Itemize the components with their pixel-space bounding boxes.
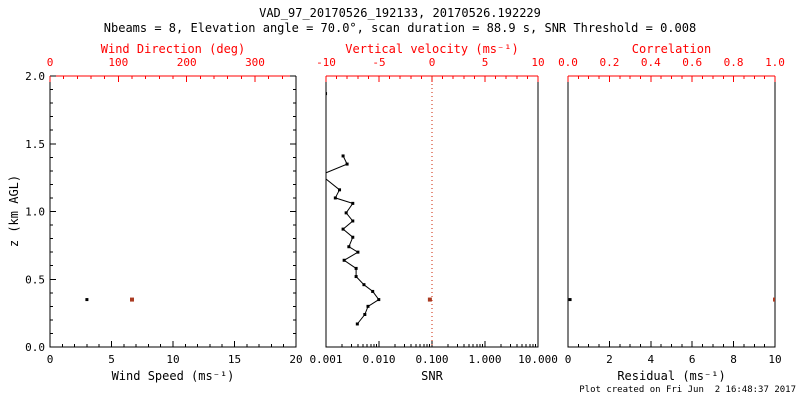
snr-isolated-point-marker [326, 92, 328, 96]
snr-profile-marker [351, 201, 355, 205]
snr-profile-marker [362, 283, 366, 287]
x-tick-label: 0.100 [415, 353, 448, 366]
snr-panel: 0.001 0.010 0.100 1.000 10.000 SNR -10 -5 0 5 10 Ve… [309, 42, 557, 383]
x-tick-label: 4 [647, 353, 654, 366]
vertical-velocity-marker [427, 297, 432, 302]
bottom-axis-title: Residual (ms⁻¹) [617, 369, 725, 383]
snr-profile-marker [344, 211, 348, 215]
bottom-axis: 0 5 10 15 20 Wind Speed (ms⁻¹) [47, 341, 303, 383]
top-tick-label: 0.2 [599, 56, 619, 69]
top-tick-label: 0 [429, 56, 436, 69]
x-tick-label: 15 [228, 353, 241, 366]
axis-box [49, 76, 297, 348]
snr-profile-marker [354, 275, 358, 279]
x-tick-label: 6 [689, 353, 696, 366]
x-tick-label: 0 [47, 353, 54, 366]
correlation-marker [773, 297, 775, 302]
snr-profile-marker [351, 219, 355, 223]
top-axis: -10 -5 0 5 10 Vertical velocity (ms⁻¹) [316, 42, 545, 82]
top-tick-label: 0.6 [682, 56, 702, 69]
top-tick-label: 0 [47, 56, 54, 69]
top-tick-label: 0.4 [641, 56, 661, 69]
y-axis-ticks: 0.0 0.5 1.0 1.5 2.0 [25, 70, 296, 354]
residual-marker [568, 298, 572, 302]
residual-panel: 0 2 4 6 8 10 Residual (ms⁻¹) 0.0 0.2 0.4 0.6 0.8 1.0… [558, 42, 785, 383]
x-tick-label: 0.001 [309, 353, 342, 366]
snr-profile-marker [351, 235, 355, 239]
x-tick-label: 10 [768, 353, 781, 366]
snr-profile-marker [342, 258, 346, 262]
top-axis: 0.0 0.2 0.4 0.6 0.8 1.0 Correlation [558, 42, 785, 82]
snr-profile-marker [354, 266, 358, 270]
snr-profile-marker [366, 304, 370, 308]
x-tick-label: 1.000 [468, 353, 501, 366]
x-tick-label: 10 [166, 353, 179, 366]
y-tick-label: 2.0 [25, 70, 45, 83]
residual-series [568, 298, 572, 302]
top-tick-label: 200 [177, 56, 197, 69]
x-tick-label: 5 [108, 353, 115, 366]
bottom-axis-title: Wind Speed (ms⁻¹) [112, 369, 235, 383]
snr-profile-marker [371, 289, 375, 293]
x-tick-label: 2 [606, 353, 613, 366]
wind-speed-series [85, 298, 89, 302]
wind-direction-marker [130, 297, 134, 302]
top-tick-label: -10 [316, 56, 336, 69]
top-axis-title: Vertical velocity (ms⁻¹) [345, 42, 518, 56]
snr-profile-marker [345, 162, 349, 166]
snr-profile-marker [333, 196, 337, 200]
snr-profile-marker [347, 245, 351, 249]
top-tick-label: 0.8 [724, 56, 744, 69]
snr-profile-series [319, 154, 381, 326]
plot-title: VAD_97_20170526_192133, 20170526.192229 [259, 6, 541, 20]
y-tick-label: 1.5 [25, 138, 45, 151]
y-tick-label: 0.5 [25, 273, 45, 286]
snr-profile-marker [363, 312, 367, 316]
bottom-axis-title: SNR [421, 369, 443, 383]
y-tick-label: 1.0 [25, 206, 45, 219]
snr-profile-marker [341, 154, 345, 158]
wind-direction-series [130, 297, 134, 302]
top-axis-title: Correlation [632, 42, 711, 56]
snr-profile-marker [356, 250, 360, 254]
snr-profile-marker [341, 227, 345, 231]
axis-box [567, 76, 776, 348]
snr-profile-marker [355, 322, 359, 326]
correlation-series [773, 297, 775, 302]
top-tick-label: 5 [482, 56, 489, 69]
x-tick-label: 20 [289, 353, 302, 366]
y-tick-label: 0.0 [25, 341, 45, 354]
top-axis-title: Wind Direction (deg) [101, 42, 246, 56]
snr-profile-marker [319, 173, 322, 176]
x-tick-label: 0.010 [362, 353, 395, 366]
top-tick-label: -5 [372, 56, 385, 69]
x-tick-label: 10.000 [518, 353, 558, 366]
bottom-axis: 0.001 0.010 0.100 1.000 10.000 SNR [309, 341, 558, 383]
plot-created-timestamp: Plot created on Fri Jun 2 16:48:37 2017 [579, 385, 796, 395]
plot-subtitle: Nbeams = 8, Elevation angle = 70.0°, sca… [103, 21, 697, 35]
top-tick-label: 0.0 [558, 56, 578, 69]
snr-isolated-point-series [326, 92, 328, 96]
top-tick-label: 1.0 [765, 56, 785, 69]
top-tick-label: 10 [531, 56, 544, 69]
vertical-velocity-series [427, 297, 432, 302]
top-tick-label: 300 [245, 56, 265, 69]
wind-speed-marker [85, 298, 89, 302]
x-tick-label: 0 [565, 353, 572, 366]
x-tick-label: 8 [730, 353, 737, 366]
bottom-axis: 0 2 4 6 8 10 Residual (ms⁻¹) [565, 341, 782, 383]
top-tick-label: 100 [108, 56, 128, 69]
snr-profile-marker [377, 298, 381, 302]
snr-profile-marker [338, 188, 342, 192]
snr-profile-line [326, 155, 380, 325]
